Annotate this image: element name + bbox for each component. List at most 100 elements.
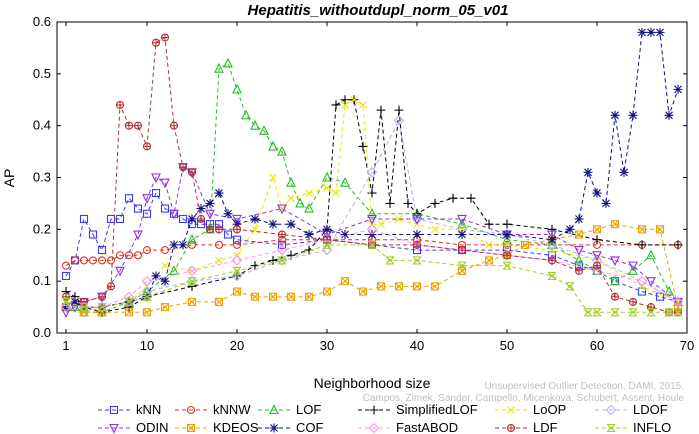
data-point-knnw [214,240,224,249]
data-point-kdeos-cross [233,287,241,296]
data-point-cof [250,214,260,224]
data-point-cof [214,188,224,198]
data-point-kdeos-box [340,277,350,286]
data-point-inflo [502,261,512,270]
data-point-ldf-cross [98,293,106,301]
data-point-simplifiedlof [502,219,512,229]
data-point-knn [655,292,665,301]
data-point-inflo [277,256,287,265]
x-tick-label: 10 [140,338,154,353]
legend-marker-loop [507,406,515,414]
data-point-knnw [115,251,125,260]
data-point-odin [646,277,656,287]
data-point-ldf [169,121,179,130]
legend-marker-inflo [606,423,616,433]
legend-marker-kdeos-cross [187,424,195,432]
data-point-cof [457,230,467,240]
data-point-fastabod [186,265,198,277]
data-point-lof [322,171,332,182]
data-point-inflo [142,292,152,301]
data-point-inflo [97,303,107,312]
data-point-cof [664,110,674,120]
data-point-cof [232,219,242,229]
legend-marker-kdeos-box [186,423,196,433]
data-point-odin [628,261,638,272]
x-tick-label: 30 [320,338,334,353]
data-point-lof [295,197,305,208]
data-point-kdeos-box [394,282,404,291]
data-point-simplifiedlof [448,193,458,203]
series-line-inflo [65,244,678,313]
data-point-cof [619,167,629,177]
data-point-kdeos-box [430,282,440,291]
data-point-inflo [673,308,683,317]
data-point-inflo [583,308,593,317]
data-point-kdeos [430,282,440,291]
data-point-knnw [79,256,89,265]
data-point-kdeos [637,225,647,234]
legend-item-cof: COF [258,420,324,434]
data-point-kdeos-cross [377,282,385,291]
data-point-loop [395,215,403,223]
data-point-knn [97,246,107,255]
watermark-line-1: Unsupervised Outlier Detection, DAMI, 20… [484,381,684,392]
data-point-loop [269,173,277,182]
data-point-inflo [124,297,134,306]
data-point-knnw [61,261,71,270]
data-point-kdeos [232,287,242,296]
data-point-lof [574,254,584,265]
legend: kNN kNNW LOF SimplifiedLOF LoOP LDOF ODIN KDEOS… [98,402,671,434]
data-point-inflo-top [502,261,512,268]
data-point-knn [61,271,71,281]
data-point-cof [178,240,188,250]
data-point-odin [412,214,422,225]
legend-label-loop: LoOP [533,402,566,417]
data-point-kdeos-box [214,297,224,306]
data-point-inflo-bottom [142,294,152,301]
data-point-kdeos-cross [269,292,277,301]
series-cof [61,27,683,312]
data-point-kdeos-cross [215,298,223,306]
data-point-inflo-bottom [673,310,683,317]
data-point-loop [161,261,169,270]
data-point-ldf [628,297,638,306]
axes-layer: 1 10 20 30 40 50 60 70 0.0 0.1 0.2 0.3 0.4 0.5 0.6 [33,14,694,353]
data-point-kdeos [214,297,224,306]
data-point-kdeos-cross [125,308,133,317]
data-point-ldof [321,244,333,256]
data-point-knn [124,194,134,203]
data-point-kdeos-box [124,308,134,317]
legend-marker-inflo-top [606,423,616,430]
data-point-inflo [547,271,557,281]
data-point-kdeos-box [592,225,602,234]
legend-item-fastabod: FastABOD [358,420,458,434]
series-line-lof [66,62,679,313]
data-point-inflo-top [322,240,332,247]
series-loop [62,95,682,317]
data-point-simplifiedlof [268,255,278,265]
data-point-odin [160,178,170,189]
legend-item-inflo: INFLO [595,420,671,434]
data-point-knn [106,214,116,224]
data-point-kdeos [610,220,620,229]
data-point-fastabod [591,265,603,277]
legend-marker-ldf-cross [507,424,515,432]
data-point-inflo-top [277,256,287,263]
data-point-ldf-cross [107,282,115,290]
data-point-inflo-bottom [628,310,638,317]
y-tick-label: 0.5 [33,66,51,81]
series-layer [60,27,684,318]
legend-marker-knnw [186,405,196,415]
data-point-loop [278,204,286,213]
data-point-inflo-top [61,297,71,304]
data-point-knn [115,214,125,224]
legend-marker-cof [269,423,279,433]
data-point-ldf-cross [161,34,169,42]
data-point-cof [412,230,422,240]
series-line-cof [65,31,679,308]
x-tick-label: 60 [590,338,604,353]
data-point-kdeos-cross [341,277,349,286]
data-point-kdeos-box [322,287,332,296]
data-point-lof [268,140,278,151]
data-point-ldf [610,292,620,301]
